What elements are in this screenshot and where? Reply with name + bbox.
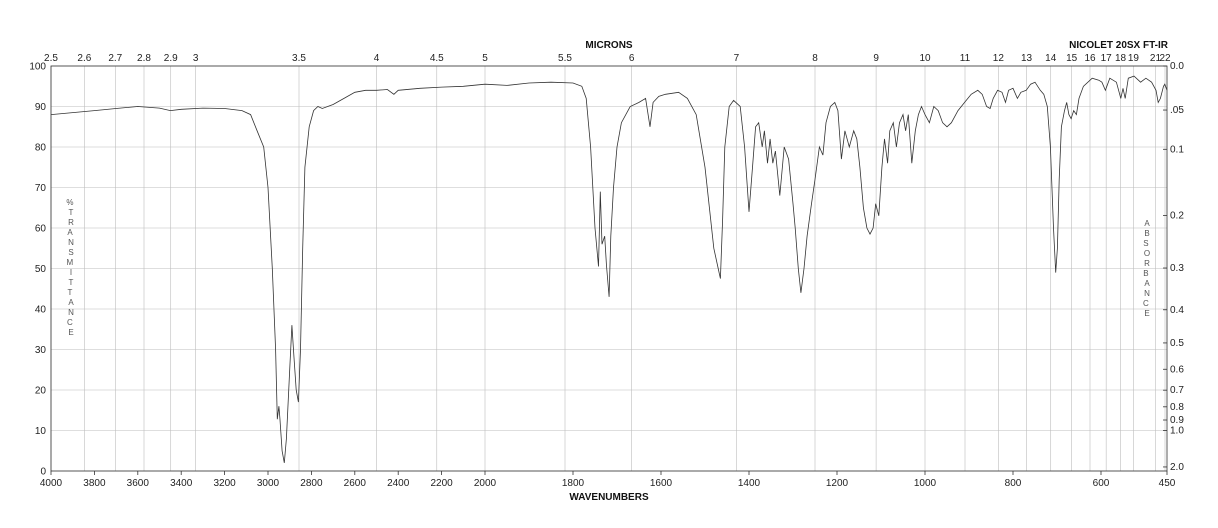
micron-tick-label: 13 (1021, 53, 1033, 64)
y-tick-label: 0 (40, 467, 46, 478)
micron-tick-label: 22 (1159, 53, 1171, 64)
x-tick-label: 3200 (213, 478, 236, 489)
micron-tick-label: 18 (1115, 53, 1127, 64)
absorbance-tick-label: 0.1 (1170, 144, 1184, 155)
x-tick-label: 3800 (83, 478, 106, 489)
micron-tick-label: 21 (1150, 53, 1162, 64)
x-tick-label: 2800 (300, 478, 323, 489)
x-tick-label: 1800 (562, 478, 585, 489)
x-tick-label: 1400 (738, 478, 761, 489)
x-tick-label: 3000 (257, 478, 280, 489)
micron-tick-label: 3 (193, 53, 199, 64)
absorbance-tick-label: 2.0 (1170, 462, 1184, 473)
micron-tick-label: 19 (1128, 53, 1140, 64)
x-axis-title: WAVENUMBERS (569, 492, 649, 503)
transmittance-trace (50, 75, 1168, 463)
micron-tick-label: 2.8 (137, 53, 151, 64)
absorbance-tick-label: 1.0 (1170, 426, 1184, 437)
grid-layer (50, 65, 1167, 472)
micron-tick-label: 4.5 (430, 53, 444, 64)
x-tick-label: 450 (1159, 478, 1176, 489)
absorbance-tick-label: 0.6 (1170, 364, 1184, 375)
plot-frame (50, 65, 1168, 472)
y-tick-label: 60 (35, 224, 47, 235)
micron-tick-label: 15 (1066, 53, 1078, 64)
x-tick-label: 2400 (387, 478, 410, 489)
micron-tick-label: 3.5 (292, 53, 306, 64)
y-tick-label: 50 (35, 264, 47, 275)
absorbance-tick-label: .05 (1170, 105, 1184, 116)
micron-tick-label: 2.6 (77, 53, 91, 64)
micron-tick-label: 2.5 (44, 53, 58, 64)
absorbance-tick-label: 0.7 (1170, 385, 1184, 396)
x-tick-label: 600 (1093, 478, 1110, 489)
micron-tick-label: 5 (482, 53, 488, 64)
absorbance-tick-label: 0.9 (1170, 415, 1184, 426)
x-tick-label: 2200 (430, 478, 453, 489)
instrument-label: NICOLET 20SX FT-IR (1069, 40, 1169, 51)
micron-tick-label: 4 (374, 53, 380, 64)
absorbance-tick-label: 0.8 (1170, 402, 1184, 413)
x-tick-label: 1000 (914, 478, 937, 489)
y-tick-label: 20 (35, 386, 47, 397)
x-tick-label: 1600 (650, 478, 673, 489)
micron-tick-label: 17 (1101, 53, 1113, 64)
micron-tick-label: 11 (960, 53, 971, 64)
x-tick-label: 4000 (40, 478, 63, 489)
y-tick-label: 90 (35, 102, 47, 113)
micron-tick-label: 10 (919, 53, 931, 64)
x-tick-label: 1200 (826, 478, 849, 489)
y-tick-label: 40 (35, 305, 47, 316)
micron-tick-label: 6 (629, 53, 635, 64)
micron-tick-label: 8 (812, 53, 818, 64)
absorbance-tick-label: 0.5 (1170, 338, 1184, 349)
y-tick-label: 100 (29, 62, 46, 73)
y-tick-label: 30 (35, 345, 47, 356)
micron-tick-label: 14 (1045, 53, 1057, 64)
absorbance-tick-label: 0.4 (1170, 305, 1184, 316)
y-tick-label: 80 (35, 143, 47, 154)
micron-tick-label: 12 (993, 53, 1005, 64)
micron-tick-label: 5.5 (558, 53, 572, 64)
absorbance-tick-label: 0.2 (1170, 210, 1184, 221)
top-axis-title: MICRONS (585, 40, 633, 51)
absorbance-tick-label: 0.3 (1170, 263, 1184, 274)
x-tick-label: 2600 (344, 478, 367, 489)
absorbance-tick-label: 0.0 (1170, 61, 1184, 72)
micron-tick-label: 7 (734, 53, 740, 64)
series-layer (50, 75, 1168, 463)
x-tick-label: 3400 (170, 478, 193, 489)
micron-tick-label: 2.9 (164, 53, 178, 64)
x-tick-label: 2000 (474, 478, 497, 489)
y-tick-label: 10 (35, 426, 47, 437)
micron-tick-label: 9 (873, 53, 879, 64)
micron-tick-label: 2.7 (108, 53, 122, 64)
x-tick-label: 800 (1005, 478, 1022, 489)
micron-tick-label: 16 (1084, 53, 1096, 64)
y-tick-label: 70 (35, 183, 47, 194)
x-tick-label: 3600 (127, 478, 150, 489)
